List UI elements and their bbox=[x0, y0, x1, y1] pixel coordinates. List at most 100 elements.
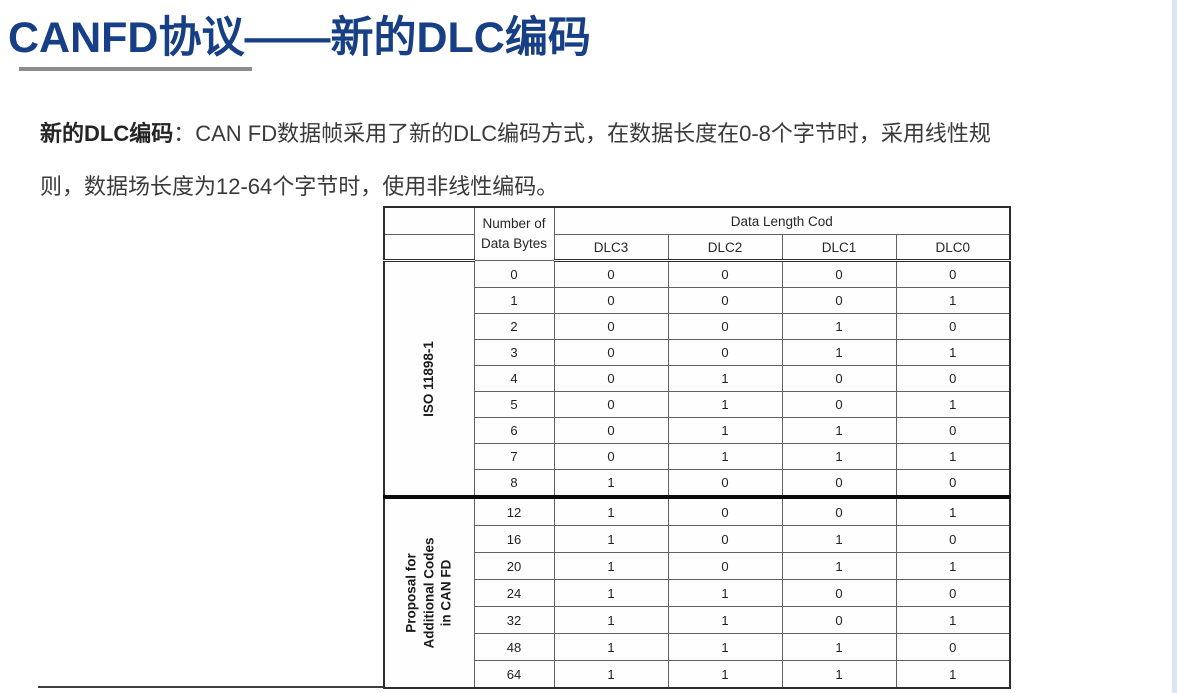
dlc-bit-cell: 0 bbox=[667, 260, 783, 288]
dlc-bit-cell: 0 bbox=[667, 287, 783, 314]
dlc-bit-cell: 0 bbox=[895, 260, 1011, 288]
dlc-bit-cell: 0 bbox=[553, 339, 669, 366]
dlc-bit-cell: 0 bbox=[553, 287, 669, 314]
dlc-bit-cell: 0 bbox=[667, 525, 783, 553]
dlc-bit-cell: 0 bbox=[553, 260, 669, 288]
dlc-bit-cell: 1 bbox=[667, 443, 783, 470]
dlc-bit-cell: 0 bbox=[667, 469, 783, 498]
dlc-bit-cell: 1 bbox=[895, 552, 1011, 580]
dlc0-column-header: DLC0 bbox=[895, 234, 1011, 262]
corner-cell-bottom bbox=[383, 234, 475, 262]
dlc-bit-cell: 1 bbox=[553, 579, 669, 607]
title-underline bbox=[19, 67, 252, 71]
dlc-bit-cell: 1 bbox=[553, 469, 669, 498]
dlc-bit-cell: 1 bbox=[553, 552, 669, 580]
dlc-bit-cell: 1 bbox=[895, 443, 1011, 470]
number-header-line2: Data Bytes bbox=[480, 236, 548, 251]
dlc-bit-cell: 0 bbox=[553, 313, 669, 340]
byte-count-cell: 12 bbox=[473, 495, 555, 526]
table-row: 16 1 0 1 0 bbox=[384, 525, 1011, 553]
byte-count-cell: 2 bbox=[473, 313, 555, 340]
dlc-bit-cell: 0 bbox=[553, 417, 669, 444]
byte-count-cell: 1 bbox=[473, 287, 555, 314]
row-group-label: ISO 11898-1 bbox=[383, 260, 475, 498]
paragraph-line1: ：CAN FD数据帧采用了新的DLC编码方式，在数据长度在0-8个字节时，采用线… bbox=[173, 121, 991, 146]
byte-count-cell: 6 bbox=[473, 417, 555, 444]
dlc-bit-cell: 1 bbox=[553, 606, 669, 634]
dlc-bit-cell: 1 bbox=[781, 313, 897, 340]
byte-count-cell: 3 bbox=[473, 339, 555, 366]
number-header-line1: Number of bbox=[482, 216, 546, 232]
corner-cell-top bbox=[383, 206, 475, 235]
dlc-bit-cell: 0 bbox=[667, 495, 783, 526]
table-row: 24 1 1 0 0 bbox=[384, 579, 1011, 607]
dlc-bit-cell: 0 bbox=[895, 633, 1011, 661]
paragraph-lead-bold: 新的DLC编码 bbox=[40, 121, 174, 146]
table-row: 20 1 0 1 1 bbox=[384, 552, 1011, 580]
byte-count-cell: 7 bbox=[473, 443, 555, 470]
dlc-bit-cell: 0 bbox=[667, 552, 783, 580]
table-row: 48 1 1 1 0 bbox=[384, 633, 1011, 661]
byte-count-cell: 20 bbox=[473, 552, 555, 580]
dlc-bit-cell: 0 bbox=[781, 287, 897, 314]
dlc-bit-cell: 1 bbox=[553, 525, 669, 553]
dlc-bit-cell: 1 bbox=[781, 339, 897, 366]
dlc-bit-cell: 0 bbox=[553, 391, 669, 418]
byte-count-cell: 16 bbox=[473, 525, 555, 553]
footer-divider bbox=[38, 686, 383, 688]
dlc-table-body: ISO 11898-1 0 0 0 0 0 1 0 0 0 1 2 0 0 1 0 3 0 0 1 1 4 0 1 0 0 5 0 1 0… bbox=[383, 260, 1011, 689]
dlc-bit-cell: 0 bbox=[895, 365, 1011, 392]
byte-count-cell: 8 bbox=[473, 469, 555, 498]
table-header-row-2: DLC3 DLC2 DLC1 DLC0 bbox=[383, 234, 1011, 262]
dlc-bit-cell: 1 bbox=[895, 606, 1011, 634]
dlc-bit-cell: 1 bbox=[667, 606, 783, 634]
dlc-bit-cell: 0 bbox=[781, 495, 897, 526]
dlc-bit-cell: 0 bbox=[553, 443, 669, 470]
dlc-bit-cell: 1 bbox=[781, 443, 897, 470]
dlc-bit-cell: 1 bbox=[781, 660, 897, 689]
dlc-bit-cell: 0 bbox=[781, 260, 897, 288]
dlc-bit-cell: 0 bbox=[781, 469, 897, 498]
dlc-bit-cell: 1 bbox=[895, 287, 1011, 314]
dlc-bit-cell: 0 bbox=[895, 579, 1011, 607]
dlc-bit-cell: 1 bbox=[895, 339, 1011, 366]
dlc-bit-cell: 1 bbox=[895, 660, 1011, 689]
dlc-bit-cell: 1 bbox=[553, 495, 669, 526]
byte-count-cell: 4 bbox=[473, 365, 555, 392]
number-of-data-bytes-header: Number of Data Bytes bbox=[473, 206, 555, 261]
table-row: 64 1 1 1 1 bbox=[384, 660, 1011, 689]
dlc-bit-cell: 1 bbox=[781, 552, 897, 580]
dlc-table-container: Number of Data Bytes Data Length Cod DLC… bbox=[383, 206, 1012, 689]
page-title: CANFD协议——新的DLC编码 bbox=[8, 14, 591, 62]
table-row: Proposal for Additional Codes in CAN FD 12 1… bbox=[383, 495, 1011, 689]
paragraph-line2: 则，数据场长度为12-64个字节时，使用非线性编码。 bbox=[40, 174, 559, 199]
dlc-bit-cell: 1 bbox=[667, 365, 783, 392]
dlc-bit-cell: 1 bbox=[553, 633, 669, 661]
dlc-bit-cell: 0 bbox=[781, 365, 897, 392]
dlc1-column-header: DLC1 bbox=[781, 234, 897, 262]
table-row: ISO 11898-1 0 0 0 0 0 bbox=[383, 260, 1011, 498]
byte-count-cell: 0 bbox=[473, 260, 555, 288]
table-row: 32 1 1 0 1 bbox=[384, 606, 1011, 634]
dlc-bit-cell: 0 bbox=[895, 417, 1011, 444]
byte-count-cell: 5 bbox=[473, 391, 555, 418]
byte-count-cell: 64 bbox=[473, 660, 555, 689]
body-paragraph: 新的DLC编码：CAN FD数据帧采用了新的DLC编码方式，在数据长度在0-8个… bbox=[40, 107, 1163, 213]
dlc-bit-cell: 1 bbox=[667, 417, 783, 444]
dlc-bit-cell: 0 bbox=[781, 391, 897, 418]
byte-count-cell: 24 bbox=[473, 579, 555, 607]
dlc-bit-cell: 1 bbox=[667, 660, 783, 689]
dlc-bit-cell: 1 bbox=[895, 495, 1011, 526]
right-edge-strip bbox=[1172, 0, 1177, 693]
dlc-bit-cell: 1 bbox=[667, 633, 783, 661]
dlc-encoding-table: Number of Data Bytes Data Length Cod DLC… bbox=[383, 206, 1012, 689]
dlc-bit-cell: 1 bbox=[895, 391, 1011, 418]
dlc-bit-cell: 0 bbox=[781, 579, 897, 607]
